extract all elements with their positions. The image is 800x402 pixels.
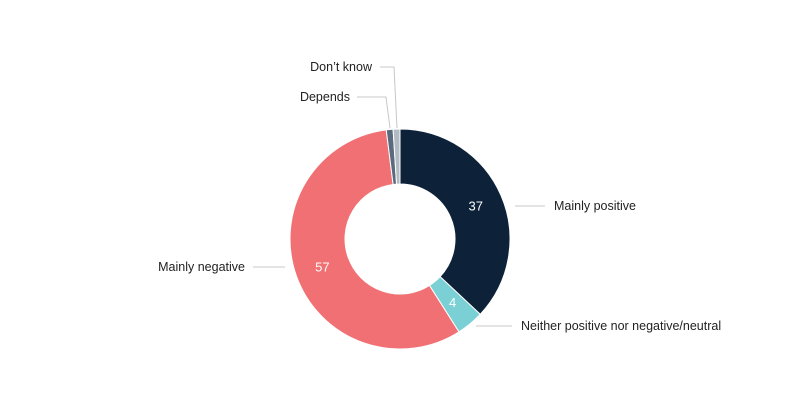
value-labels: 37 4 57 <box>315 199 483 310</box>
slice-don-t-know <box>392 128 401 185</box>
label-mainly-positive: Mainly positive <box>554 199 636 213</box>
label-don-t-know: Don’t know <box>310 60 373 74</box>
leader-lines <box>253 66 545 327</box>
value-label-mainly-positive: 37 <box>468 199 482 214</box>
value-label-neither-positive-nor-negative-neutral: 4 <box>449 295 456 310</box>
label-mainly-negative: Mainly negative <box>158 260 245 274</box>
leader-don-t-know <box>380 66 398 129</box>
slice-mainly-negative <box>289 129 460 350</box>
value-label-mainly-negative: 57 <box>315 259 329 274</box>
slice-mainly-positive <box>399 128 511 316</box>
label-neither-positive-nor-negative-neutral: Neither positive nor negative/neutral <box>521 319 721 333</box>
leader-depends <box>357 96 391 129</box>
donut-slices <box>289 128 511 350</box>
slice-labels: Mainly positive Neither positive nor nega… <box>158 60 721 333</box>
label-depends: Depends <box>300 90 350 104</box>
